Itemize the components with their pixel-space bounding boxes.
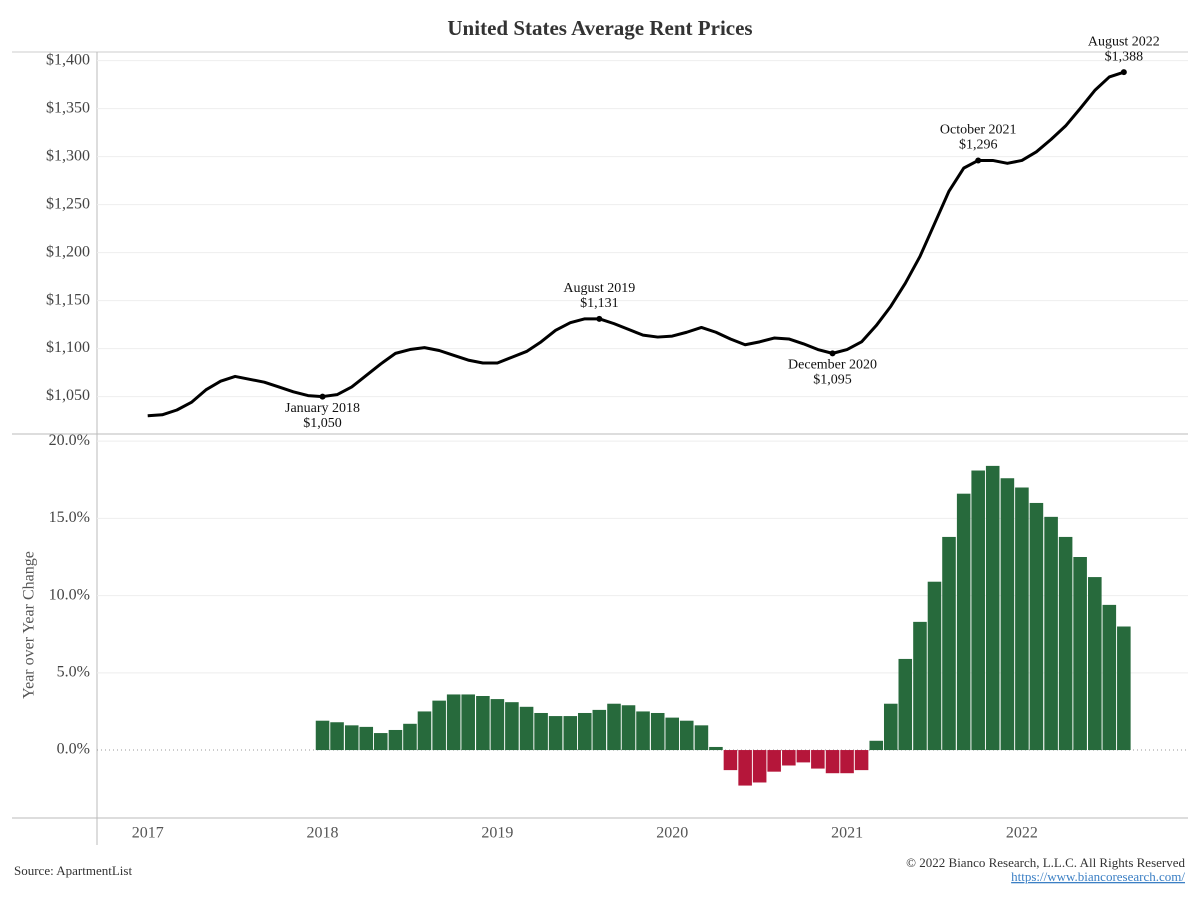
annotation-dot bbox=[596, 315, 603, 322]
chart-title: United States Average Rent Prices bbox=[447, 16, 752, 40]
y-tick-label: $1,200 bbox=[46, 243, 90, 260]
bar bbox=[650, 712, 665, 751]
y-tick-label: $1,050 bbox=[46, 387, 90, 404]
annotation-dot bbox=[829, 350, 836, 357]
bar bbox=[344, 725, 359, 751]
bar bbox=[1044, 516, 1058, 751]
bar bbox=[825, 750, 840, 774]
y-tick-label: $1,400 bbox=[46, 51, 90, 68]
annotation-value: $1,095 bbox=[813, 373, 852, 388]
annotation-value: $1,296 bbox=[959, 138, 998, 153]
annotation-value: $1,050 bbox=[303, 416, 342, 431]
bar bbox=[315, 720, 330, 751]
bar bbox=[985, 465, 1000, 751]
y-tick-label: $1,350 bbox=[46, 99, 90, 116]
bar bbox=[854, 750, 869, 771]
x-tick-label: 2019 bbox=[481, 825, 513, 842]
source: Source: ApartmentList bbox=[14, 863, 132, 878]
bar bbox=[607, 703, 621, 751]
bar bbox=[883, 703, 898, 751]
y-tick-label: $1,100 bbox=[46, 339, 90, 356]
bar bbox=[1015, 487, 1029, 751]
bar bbox=[694, 725, 709, 751]
url[interactable]: https://www.biancoresearch.com/ bbox=[1011, 869, 1185, 884]
bar bbox=[956, 493, 971, 751]
bar bbox=[840, 750, 854, 774]
x-tick-label: 2022 bbox=[1006, 825, 1038, 842]
x-tick-label: 2020 bbox=[656, 825, 688, 842]
bar bbox=[927, 581, 942, 751]
bar bbox=[752, 750, 767, 783]
y-tick-label: $1,150 bbox=[46, 291, 90, 308]
bar bbox=[1000, 478, 1015, 751]
y-tick-label: $1,300 bbox=[46, 147, 90, 164]
bar bbox=[767, 750, 781, 772]
bar bbox=[461, 694, 475, 751]
x-tick-label: 2021 bbox=[831, 825, 863, 842]
x-tick-label: 2017 bbox=[132, 825, 164, 842]
bar bbox=[578, 712, 592, 751]
bar bbox=[476, 695, 490, 751]
bar bbox=[738, 750, 752, 786]
bar bbox=[403, 723, 417, 751]
bar bbox=[1117, 626, 1131, 751]
bar bbox=[1073, 557, 1087, 751]
annotation-dot bbox=[1120, 69, 1127, 76]
line bbox=[147, 70, 1125, 418]
bar bbox=[1102, 604, 1117, 751]
bar bbox=[330, 722, 344, 751]
annotation-label: December 2020 bbox=[788, 358, 877, 373]
bar bbox=[811, 750, 825, 769]
y-tick-label: 10.0% bbox=[49, 586, 90, 603]
y-tick-label: 0.0% bbox=[57, 741, 90, 758]
bar bbox=[432, 700, 446, 751]
annotation-label: August 2019 bbox=[563, 281, 635, 296]
bar bbox=[417, 711, 432, 751]
bar bbox=[505, 702, 519, 751]
annotation-label: October 2021 bbox=[940, 123, 1017, 138]
bar bbox=[548, 716, 563, 751]
y-tick-label: 15.0% bbox=[49, 509, 90, 526]
bar bbox=[709, 746, 723, 751]
annotation-label: January 2018 bbox=[285, 401, 360, 416]
bar bbox=[1058, 536, 1073, 751]
bar bbox=[592, 709, 607, 751]
bar bbox=[796, 750, 811, 763]
bar bbox=[971, 470, 985, 751]
bar bbox=[942, 536, 956, 751]
bar bbox=[388, 729, 403, 751]
bar bbox=[519, 706, 534, 751]
bar bbox=[359, 726, 374, 751]
annotation-dot bbox=[319, 393, 326, 400]
bar bbox=[534, 712, 548, 751]
bar bbox=[1029, 502, 1044, 751]
bar bbox=[665, 717, 680, 751]
copyright: © 2022 Bianco Research, L.L.C. All Right… bbox=[906, 855, 1185, 870]
bar bbox=[898, 658, 913, 751]
annotation-value: $1,388 bbox=[1105, 49, 1144, 64]
y-tick-label: 5.0% bbox=[57, 664, 90, 681]
annotation-value: $1,131 bbox=[580, 296, 619, 311]
bar bbox=[446, 694, 461, 751]
annotation-dot bbox=[975, 157, 982, 164]
bar bbox=[490, 699, 505, 751]
bar bbox=[373, 733, 388, 751]
bar bbox=[636, 711, 650, 751]
annotation-label: August 2022 bbox=[1088, 34, 1160, 49]
y-tick-label: 20.0% bbox=[49, 432, 90, 449]
y-axis-title: Year over Year Change bbox=[21, 551, 38, 699]
bar bbox=[913, 621, 927, 751]
x-tick-label: 2018 bbox=[307, 825, 339, 842]
bar bbox=[563, 716, 578, 751]
bar bbox=[621, 705, 636, 751]
bar bbox=[679, 720, 694, 751]
bar bbox=[1088, 577, 1102, 751]
bar bbox=[869, 740, 884, 751]
bar bbox=[723, 750, 738, 771]
bar bbox=[782, 750, 796, 766]
y-tick-label: $1,250 bbox=[46, 195, 90, 212]
